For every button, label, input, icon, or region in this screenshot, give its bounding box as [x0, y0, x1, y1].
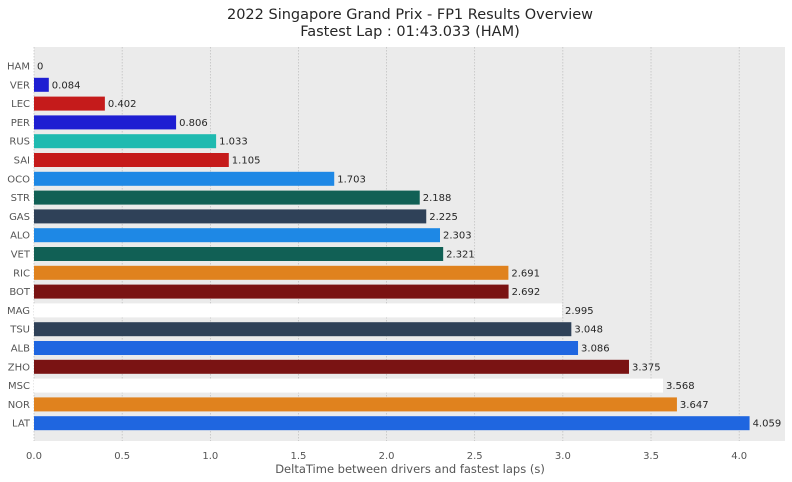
data-label: 1.033 — [219, 137, 248, 148]
y-tick-label: MSC — [8, 381, 30, 392]
bar-str — [34, 190, 420, 205]
data-label: 0.806 — [179, 118, 208, 129]
bar-rus — [34, 134, 217, 149]
x-tick-label: 2.5 — [467, 451, 483, 462]
bar-alo — [34, 228, 440, 243]
y-tick-label: SAI — [14, 156, 30, 167]
bar-oco — [34, 171, 335, 186]
x-tick-labels: 0.0 0.5 1.0 1.5 2.0 2.5 3.0 3.5 4.0 — [26, 451, 747, 462]
y-tick-label: BOT — [9, 287, 31, 298]
data-label: 2.692 — [512, 287, 541, 298]
bar-vet — [34, 247, 444, 261]
y-tick-label: TSU — [9, 325, 30, 336]
y-tick-label: ALO — [10, 231, 30, 242]
bar-bot — [34, 284, 509, 299]
bar-lat — [34, 416, 750, 431]
x-tick-label: 0.0 — [26, 451, 42, 462]
data-label: 3.647 — [680, 400, 709, 411]
plot-background — [34, 47, 785, 441]
y-tick-labels: HAM VER LEC PER RUS SAI OCO STR GAS ALO VET RIC BOT M… — [7, 62, 31, 430]
chart-subtitle: Fastest Lap : 01:43.033 (HAM) — [300, 24, 520, 40]
y-tick-label: LAT — [12, 419, 31, 430]
y-tick-label: ALB — [11, 344, 30, 355]
bar-zho — [34, 359, 629, 374]
data-label: 2.188 — [423, 193, 452, 204]
data-label: 3.375 — [632, 362, 661, 373]
data-label: 2.303 — [443, 231, 472, 242]
bar-lec — [34, 96, 105, 111]
data-label: 3.086 — [581, 344, 610, 355]
bar-gas — [34, 209, 427, 224]
bar-ric — [34, 265, 509, 280]
data-label: 2.321 — [446, 250, 475, 261]
x-tick-label: 2.0 — [379, 451, 395, 462]
data-label: 0 — [37, 62, 43, 73]
y-tick-label: PER — [11, 118, 30, 129]
y-tick-label: RUS — [9, 137, 30, 148]
data-label: 1.703 — [337, 174, 366, 185]
chart-title: 2022 Singapore Grand Prix - FP1 Results … — [227, 7, 593, 23]
x-tick-label: 0.5 — [114, 451, 130, 462]
data-label: 0.084 — [52, 80, 81, 91]
y-tick-label: HAM — [7, 62, 30, 73]
y-tick-label: STR — [11, 193, 30, 204]
y-tick-label: NOR — [8, 400, 30, 411]
bar-sai — [34, 153, 229, 167]
bar-mag — [34, 303, 562, 318]
y-tick-label: MAG — [7, 306, 30, 317]
bar-alb — [34, 341, 579, 355]
x-tick-label: 4.0 — [731, 451, 747, 462]
y-tick-label: GAS — [9, 212, 30, 223]
y-tick-label: VER — [10, 80, 30, 91]
data-label: 3.568 — [666, 381, 695, 392]
y-tick-label: OCO — [7, 174, 30, 185]
bars: 0 0.084 0.402 0.806 1.033 1.105 1.703 2.188 2.22… — [34, 62, 781, 431]
x-axis-label: DeltaTime between drivers and fastest la… — [275, 462, 545, 476]
x-tick-label: 3.0 — [555, 451, 571, 462]
grid-lines — [33, 47, 740, 441]
x-tick-label: 1.5 — [290, 451, 306, 462]
bar-tsu — [34, 322, 572, 337]
bar-msc — [34, 378, 664, 393]
x-tick-label: 3.5 — [643, 451, 659, 462]
bar-ver — [34, 77, 49, 92]
x-tick-label: 1.0 — [202, 451, 218, 462]
data-label: 3.048 — [574, 325, 603, 336]
data-label: 4.059 — [753, 419, 782, 430]
data-label: 2.691 — [511, 268, 540, 279]
data-label: 2.225 — [429, 212, 458, 223]
data-label: 0.402 — [108, 99, 137, 110]
data-label: 1.105 — [232, 156, 261, 167]
y-tick-label: LEC — [11, 99, 30, 110]
bar-per — [34, 115, 177, 130]
y-tick-label: ZHO — [8, 362, 30, 373]
y-tick-label: VET — [11, 250, 31, 261]
data-label: 2.995 — [565, 306, 594, 317]
y-tick-label: RIC — [13, 268, 30, 279]
bar-nor — [34, 397, 677, 412]
